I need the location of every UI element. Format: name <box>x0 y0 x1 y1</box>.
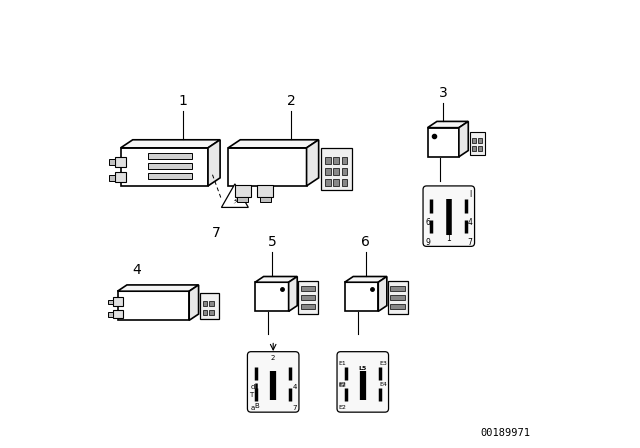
Bar <box>235 185 250 197</box>
Polygon shape <box>208 140 220 186</box>
Bar <box>342 157 347 164</box>
Polygon shape <box>118 285 198 291</box>
Bar <box>325 179 331 186</box>
Bar <box>301 286 315 291</box>
Polygon shape <box>221 184 248 207</box>
Polygon shape <box>459 121 468 157</box>
Text: 5: 5 <box>268 235 276 249</box>
Bar <box>478 146 482 151</box>
Text: l: l <box>469 190 471 199</box>
Text: 7: 7 <box>468 238 472 247</box>
Bar <box>209 310 214 315</box>
Bar <box>113 310 123 318</box>
Text: E2: E2 <box>339 405 346 409</box>
Text: L5: L5 <box>358 366 367 371</box>
Bar <box>301 304 315 309</box>
Text: T: T <box>249 392 253 398</box>
Bar <box>147 173 192 179</box>
Bar <box>108 312 113 317</box>
Text: 2: 2 <box>271 355 275 361</box>
Bar <box>333 168 339 175</box>
Polygon shape <box>228 140 319 148</box>
Text: 4: 4 <box>468 218 472 227</box>
Text: d: d <box>251 384 255 390</box>
Text: 6: 6 <box>425 218 430 227</box>
Bar <box>390 295 404 300</box>
Bar <box>147 153 192 159</box>
Polygon shape <box>120 140 220 148</box>
Polygon shape <box>289 276 297 311</box>
Bar <box>344 282 378 311</box>
Text: 1: 1 <box>447 234 451 243</box>
Text: E1: E1 <box>339 361 346 366</box>
Text: E2: E2 <box>339 382 346 387</box>
FancyBboxPatch shape <box>423 186 474 246</box>
Bar <box>428 128 459 157</box>
Bar <box>325 157 331 164</box>
Bar <box>115 172 127 182</box>
Bar <box>108 300 113 304</box>
Polygon shape <box>378 276 387 311</box>
Text: 1: 1 <box>179 94 188 108</box>
Text: a: a <box>251 405 255 411</box>
Bar <box>109 159 115 165</box>
Bar <box>298 281 318 314</box>
Bar <box>390 286 404 291</box>
Bar <box>115 157 127 167</box>
Bar <box>342 168 347 175</box>
Polygon shape <box>428 121 468 128</box>
Bar <box>147 163 192 169</box>
Bar <box>113 297 123 306</box>
Text: E3: E3 <box>380 361 387 366</box>
Bar <box>260 197 271 202</box>
FancyBboxPatch shape <box>337 352 388 412</box>
Bar <box>333 157 339 164</box>
Bar <box>120 148 208 186</box>
Polygon shape <box>255 276 297 282</box>
Polygon shape <box>344 276 387 282</box>
Bar <box>200 293 219 319</box>
Text: 6: 6 <box>362 235 371 249</box>
Bar <box>390 304 404 309</box>
Bar <box>472 138 476 143</box>
Text: ⚡: ⚡ <box>232 196 238 205</box>
Text: B: B <box>254 403 259 409</box>
Text: 4: 4 <box>292 384 297 390</box>
Bar <box>237 197 248 202</box>
Polygon shape <box>189 285 198 320</box>
Bar <box>118 291 189 320</box>
Bar <box>325 168 331 175</box>
Text: 4: 4 <box>132 263 141 277</box>
FancyBboxPatch shape <box>248 352 299 412</box>
Bar <box>203 301 207 306</box>
Bar <box>301 295 315 300</box>
Text: E4: E4 <box>380 382 387 387</box>
Text: 00189971: 00189971 <box>481 428 531 438</box>
Text: 2: 2 <box>287 94 295 108</box>
Bar <box>470 132 485 155</box>
Text: E2: E2 <box>339 383 346 388</box>
Bar <box>228 148 307 186</box>
Bar <box>321 148 352 190</box>
Bar <box>257 185 273 197</box>
Text: 7: 7 <box>212 226 220 240</box>
Polygon shape <box>307 140 319 186</box>
Bar <box>109 175 115 181</box>
Bar <box>478 138 482 143</box>
Bar <box>472 146 476 151</box>
Bar <box>342 179 347 186</box>
Bar <box>255 282 289 311</box>
Text: 3: 3 <box>439 86 447 100</box>
Bar <box>203 310 207 315</box>
Bar <box>333 179 339 186</box>
Bar <box>209 301 214 306</box>
Text: 7: 7 <box>292 405 297 411</box>
Bar <box>388 281 408 314</box>
Text: 9: 9 <box>425 238 430 247</box>
